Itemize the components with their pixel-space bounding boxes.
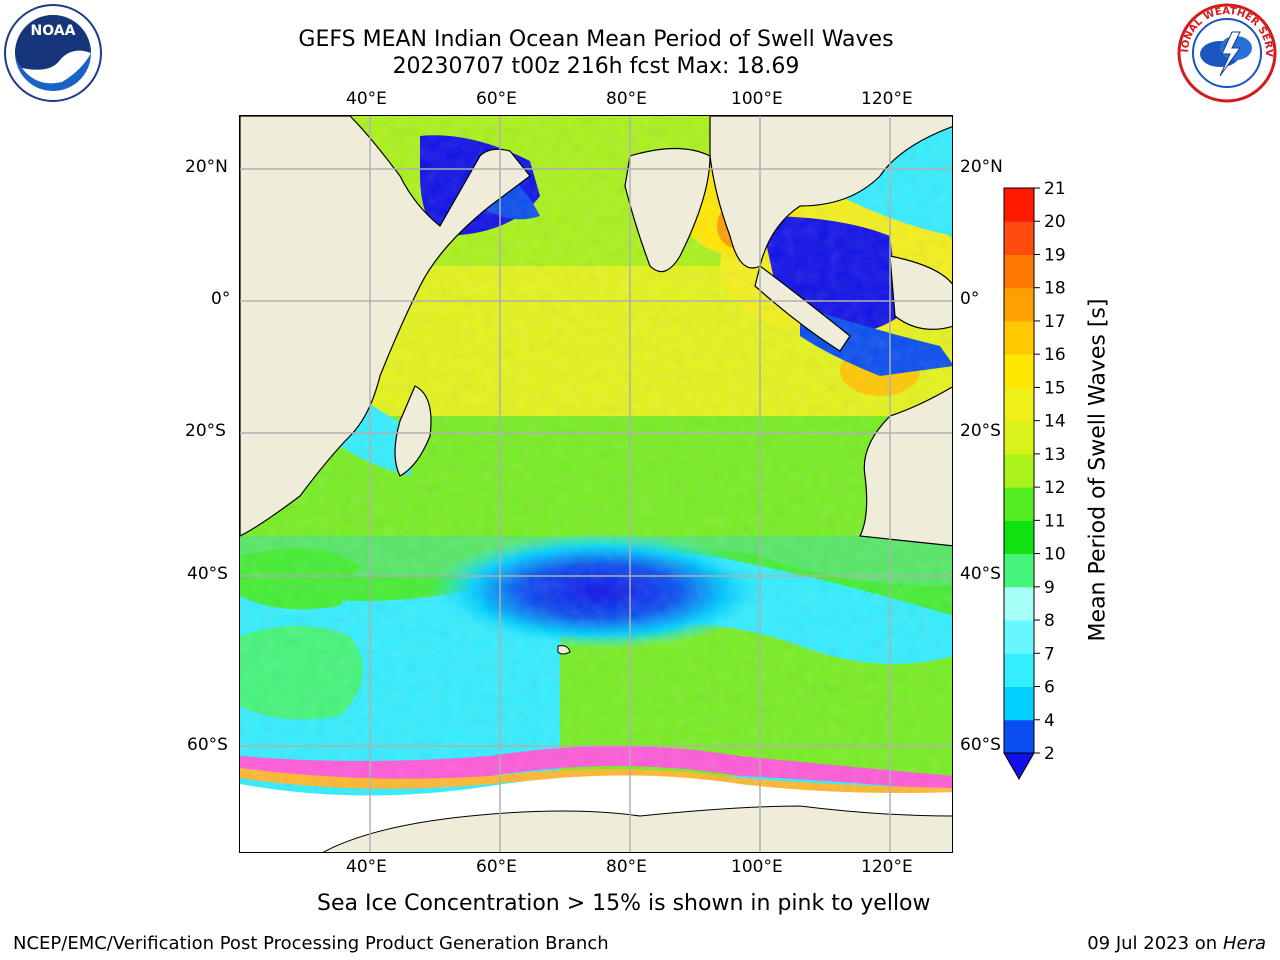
colorbar-title: Mean Period of Swell Waves [s]: [1085, 298, 1111, 642]
sea-ice-caption-text: Sea Ice Concentration > 15% is shown in …: [317, 891, 931, 916]
swell-period-field: [240, 116, 952, 852]
map-gridlines: [240, 116, 952, 852]
colorbar-tick-label: 15: [1044, 378, 1066, 398]
colorbar-tick-label: 17: [1044, 312, 1066, 332]
colorbar-ticks: 2 4 6 7 8 9 10 11 12 13 14 15 16 17 18 19 20 21: [1034, 180, 1066, 764]
lon-label-top-100e: 100°E: [731, 89, 783, 109]
colorbar-tick-label: 21: [1044, 180, 1066, 199]
colorbar-tick-label: 13: [1044, 445, 1066, 465]
colorbar-swatch: [1004, 287, 1034, 322]
colorbar-tick-label: 20: [1044, 212, 1066, 232]
colorbar-tick-label: 7: [1044, 644, 1055, 664]
colorbar-tick-label: 19: [1044, 245, 1066, 265]
colorbar: 2 4 6 7 8 9 10 11 12 13 14 15 16 17 18 19 20 21: [1003, 180, 1066, 781]
colorbar-tick-label: 11: [1044, 511, 1066, 531]
lat-label-right-20n: 20°N: [960, 157, 1003, 177]
colorbar-tick-label: 18: [1044, 279, 1066, 299]
lat-label-left-40s: 40°S: [187, 564, 228, 584]
nws-logo: NATIONAL WEATHER SERVICE: [1176, 2, 1277, 103]
lat-label-left-20n: 20°N: [185, 157, 228, 177]
lat-label-left-60s: 60°S: [187, 735, 228, 755]
colorbar-swatch: [1004, 320, 1034, 355]
map-plot-area: [239, 115, 953, 853]
lon-label-top-40e: 40°E: [346, 89, 387, 109]
footer-date-text: 09 Jul 2023 on: [1087, 933, 1223, 954]
colorbar-tick-label: 10: [1044, 545, 1066, 565]
footer-machine: Hera: [1222, 933, 1266, 954]
colorbar-swatch: [1004, 387, 1034, 422]
colorbar-swatch: [1004, 254, 1034, 289]
lat-label-right-0: 0°: [960, 289, 980, 309]
colorbar-swatch: [1004, 653, 1034, 688]
colorbar-swatch: [1004, 586, 1034, 621]
lat-label-right-20s: 20°S: [960, 421, 1001, 441]
colorbar-swatch: [1004, 719, 1034, 754]
lon-label-bottom-40e: 40°E: [346, 857, 387, 877]
colorbar-swatch: [1004, 487, 1034, 521]
chart-title: GEFS MEAN Indian Ocean Mean Period of Sw…: [298, 27, 894, 52]
noaa-logo-text: NOAA: [31, 23, 76, 39]
colorbar-swatches: [1003, 187, 1035, 781]
colorbar-swatch: [1004, 520, 1034, 555]
colorbar-swatch: [1004, 620, 1034, 654]
colorbar-under-arrow: [1003, 752, 1035, 781]
colorbar-tick-label: 16: [1044, 345, 1066, 365]
lat-label-right-40s: 40°S: [960, 564, 1001, 584]
colorbar-tick-label: 6: [1044, 678, 1055, 698]
lon-label-bottom-60e: 60°E: [476, 857, 517, 877]
lat-label-right-60s: 60°S: [960, 735, 1001, 755]
colorbar-tick-label: 4: [1044, 711, 1055, 731]
colorbar-swatch: [1004, 453, 1034, 488]
noaa-logo: NOAA: [4, 4, 102, 102]
colorbar-tick-label: 8: [1044, 611, 1055, 631]
lon-label-bottom-80e: 80°E: [606, 857, 647, 877]
colorbar-swatch: [1004, 354, 1034, 388]
colorbar-frame: [1003, 187, 1035, 754]
colorbar-tick-label: 14: [1044, 412, 1066, 432]
lon-label-top-120e: 120°E: [861, 89, 913, 109]
lon-label-top-80e: 80°E: [606, 89, 647, 109]
colorbar-swatch: [1004, 420, 1034, 455]
footer-credit: NCEP/EMC/Verification Post Processing Pr…: [13, 933, 609, 954]
colorbar-tick-label: 12: [1044, 478, 1066, 498]
lon-label-top-60e: 60°E: [476, 89, 517, 109]
colorbar-swatch: [1004, 686, 1034, 721]
lon-label-bottom-120e: 120°E: [861, 857, 913, 877]
lat-label-left-0: 0°: [211, 289, 231, 309]
footer-date: 09 Jul 2023 on Hera: [1087, 933, 1266, 954]
colorbar-tick-label: 2: [1044, 744, 1055, 764]
lon-label-bottom-100e: 100°E: [731, 857, 783, 877]
colorbar-swatch: [1004, 221, 1034, 255]
colorbar-swatch: [1004, 188, 1034, 222]
chart-subtitle: 20230707 t00z 216h fcst Max: 18.69: [392, 54, 800, 79]
lat-label-left-20s: 20°S: [185, 421, 226, 441]
colorbar-tick-label: 9: [1044, 578, 1055, 598]
colorbar-swatch: [1004, 553, 1034, 588]
